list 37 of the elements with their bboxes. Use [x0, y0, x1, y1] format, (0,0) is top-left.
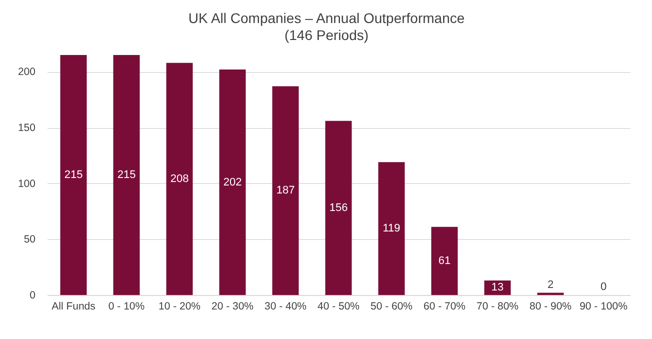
- x-tick-label: 0 - 10%: [108, 300, 145, 312]
- x-tick-label: 40 - 50%: [317, 300, 360, 312]
- bar: [378, 162, 405, 295]
- x-tick-label: 90 - 100%: [580, 300, 628, 312]
- y-tick-label: 0: [30, 290, 36, 302]
- bar: [431, 226, 458, 295]
- data-label: 202: [223, 176, 242, 188]
- data-label: 215: [64, 169, 83, 181]
- x-tick-label: 10 - 20%: [158, 300, 201, 312]
- x-tick-label: All Funds: [52, 300, 96, 312]
- data-label: 119: [382, 222, 400, 235]
- bar: [325, 120, 352, 295]
- y-tick-label: 150: [18, 122, 36, 134]
- x-tick-label: 20 - 30%: [211, 300, 254, 312]
- x-tick-label: 80 - 90%: [529, 300, 572, 312]
- y-tick-label: 100: [18, 178, 36, 190]
- chart-subtitle: (146 Periods): [284, 27, 369, 43]
- data-label: 187: [276, 184, 295, 197]
- bar: [272, 86, 299, 295]
- bar: [219, 70, 246, 295]
- x-tick-label: 50 - 60%: [370, 300, 413, 312]
- y-tick-label: 50: [24, 234, 36, 246]
- data-label: 156: [329, 202, 348, 214]
- data-label: 208: [170, 172, 189, 185]
- x-tick-label: 60 - 70%: [423, 300, 466, 312]
- y-tick-label: 200: [18, 66, 36, 78]
- data-label: 13: [491, 282, 504, 294]
- data-label: 0: [600, 281, 607, 293]
- data-label: 61: [438, 254, 451, 267]
- chart-title: UK All Companies – Annual Outperformance: [188, 10, 465, 26]
- bar: [113, 55, 140, 295]
- data-label: 215: [117, 169, 136, 181]
- bar: [166, 62, 193, 295]
- data-label: 2: [547, 278, 554, 291]
- x-tick-label: 30 - 40%: [264, 300, 307, 312]
- bar: [60, 55, 87, 295]
- x-tick-label: 70 - 80%: [476, 300, 519, 312]
